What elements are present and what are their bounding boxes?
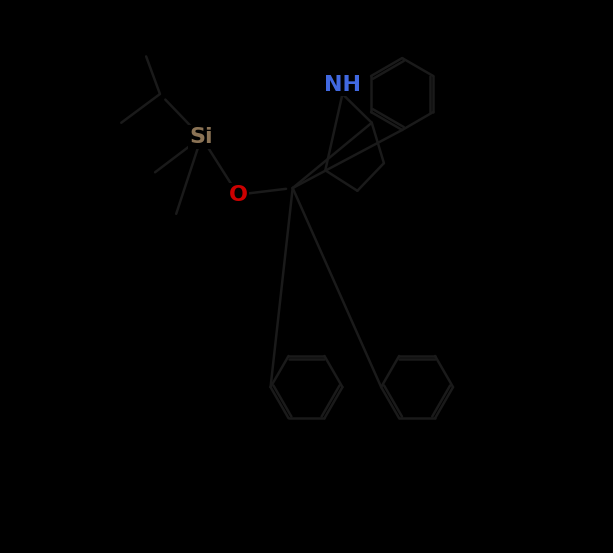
Text: O: O	[229, 185, 248, 205]
Text: NH: NH	[324, 75, 361, 95]
Text: Si: Si	[189, 127, 213, 147]
